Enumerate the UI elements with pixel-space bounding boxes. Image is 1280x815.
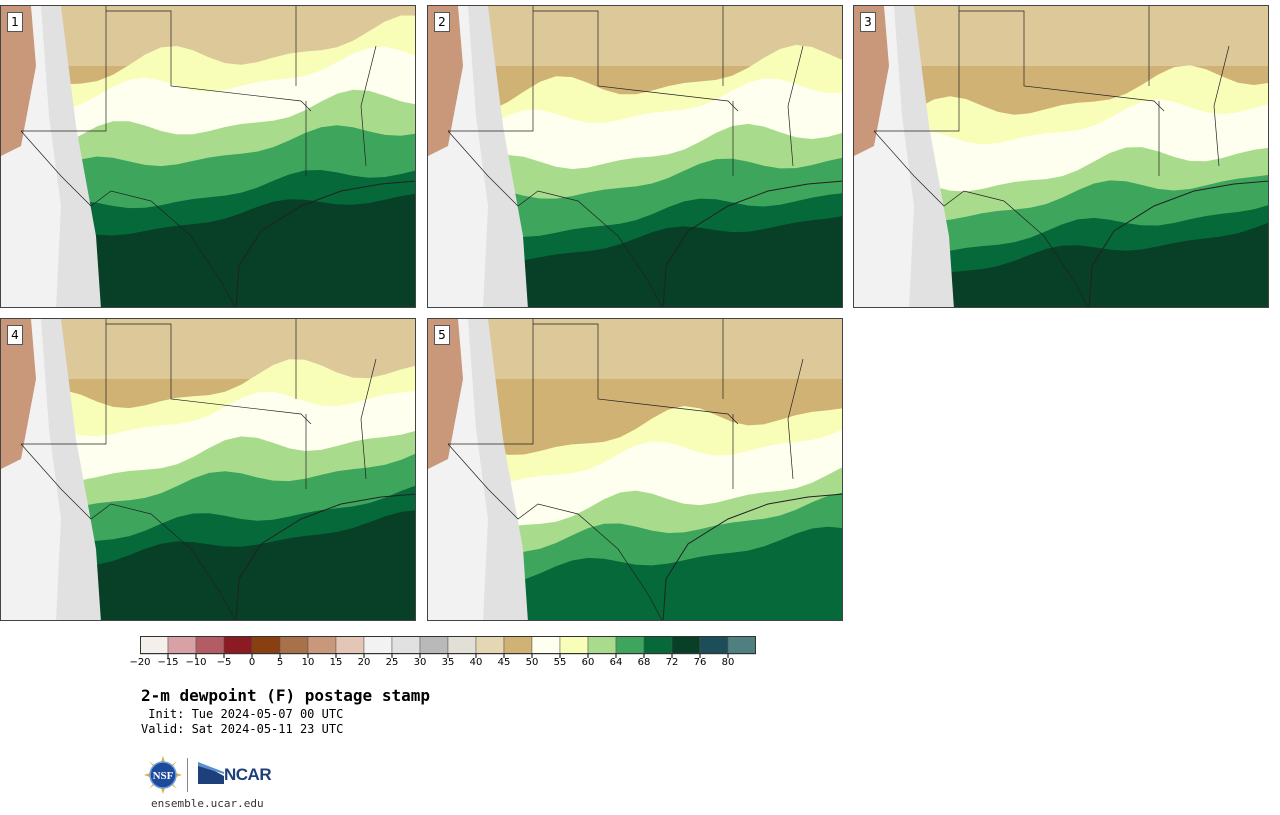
colorbar-swatch bbox=[363, 636, 393, 655]
panel-label-1: 1 bbox=[7, 12, 23, 32]
colorbar-swatch bbox=[419, 636, 449, 655]
colorbar-tick-label: 20 bbox=[357, 657, 371, 668]
map-west-brown bbox=[428, 6, 463, 156]
colorbar-tick-label: 5 bbox=[276, 657, 284, 668]
map-panel-3: 3 bbox=[853, 5, 1269, 308]
ncar-logo-text: NCAR bbox=[224, 765, 272, 784]
colorbar-tick-label: 76 bbox=[693, 657, 707, 668]
colorbar-tick-label: −20 bbox=[129, 657, 151, 668]
colorbar-swatch bbox=[559, 636, 589, 655]
colorbar-swatch bbox=[475, 636, 505, 655]
map-outlines bbox=[20, 319, 415, 620]
colorbar-swatch bbox=[615, 636, 645, 655]
colorbar-swatch bbox=[643, 636, 673, 655]
panel-label-2: 2 bbox=[434, 12, 450, 32]
dewpoint-map-5 bbox=[428, 319, 842, 620]
colorbar-swatch bbox=[279, 636, 309, 655]
colorbar-frame bbox=[140, 636, 756, 654]
colorbar-swatch bbox=[167, 636, 197, 655]
colorbar-tick-label: −5 bbox=[216, 657, 232, 668]
map-west-brown bbox=[1, 6, 36, 156]
colorbar-tick-label: 35 bbox=[441, 657, 455, 668]
colorbar-swatch bbox=[140, 636, 169, 655]
map-panel-5: 5 bbox=[427, 318, 843, 621]
colorbar-swatch bbox=[727, 636, 756, 655]
site-url: ensemble.ucar.edu bbox=[151, 797, 264, 810]
dewpoint-map-1 bbox=[1, 6, 415, 307]
colorbar-tick-label: 25 bbox=[385, 657, 399, 668]
panel-label-4: 4 bbox=[7, 325, 23, 345]
valid-time: Valid: Sat 2024-05-11 23 UTC bbox=[141, 722, 344, 736]
colorbar-tick-label: −15 bbox=[157, 657, 179, 668]
nsf-logo-text: NSF bbox=[153, 770, 174, 782]
colorbar-tick-label: 60 bbox=[581, 657, 595, 668]
logo-divider bbox=[187, 758, 188, 792]
colorbar-swatch bbox=[587, 636, 617, 655]
colorbar-tick-label: 10 bbox=[301, 657, 315, 668]
map-north-band bbox=[1, 319, 415, 379]
colorbar-tick-label: 40 bbox=[469, 657, 483, 668]
chart-title: 2-m dewpoint (F) postage stamp bbox=[141, 686, 430, 705]
map-outlines bbox=[20, 6, 415, 307]
colorbar-tick-label: 80 bbox=[721, 657, 735, 668]
map-panel-4: 4 bbox=[0, 318, 416, 621]
colorbar-swatch bbox=[699, 636, 729, 655]
colorbar-swatch bbox=[671, 636, 701, 655]
colorbar-tick-label: 72 bbox=[665, 657, 679, 668]
colorbar-tick-label: 30 bbox=[413, 657, 427, 668]
nsf-logo-icon: NSF bbox=[144, 756, 182, 794]
colorbar-swatch bbox=[335, 636, 365, 655]
colorbar-tick-label: 68 bbox=[637, 657, 651, 668]
colorbar-swatch bbox=[307, 636, 337, 655]
init-time: Init: Tue 2024-05-07 00 UTC bbox=[141, 707, 344, 721]
moisture-band-72 bbox=[1, 193, 415, 307]
colorbar-swatch bbox=[223, 636, 253, 655]
colorbar-tick-label: −10 bbox=[185, 657, 207, 668]
colorbar-tick-label: 0 bbox=[248, 657, 256, 668]
dewpoint-map-4 bbox=[1, 319, 415, 620]
colorbar-swatch bbox=[391, 636, 421, 655]
map-outlines bbox=[447, 6, 842, 307]
ncar-logo-icon bbox=[198, 762, 224, 784]
moisture-band-72 bbox=[854, 222, 1268, 307]
colorbar-swatch bbox=[503, 636, 533, 655]
colorbar-swatch bbox=[531, 636, 561, 655]
colorbar-tick-label: 64 bbox=[609, 657, 623, 668]
map-panel-2: 2 bbox=[427, 5, 843, 308]
colorbar-tick-label: 50 bbox=[525, 657, 539, 668]
colorbar-swatch bbox=[195, 636, 225, 655]
map-outlines bbox=[447, 319, 842, 620]
moisture-band-68 bbox=[428, 526, 842, 620]
moisture-band-72 bbox=[1, 510, 415, 620]
map-north-band bbox=[428, 319, 842, 379]
map-north-band bbox=[854, 6, 1268, 66]
map-west-brown bbox=[428, 319, 463, 469]
colorbar-tick-label: 45 bbox=[497, 657, 511, 668]
colorbar-tick-label: 15 bbox=[329, 657, 343, 668]
colorbar-swatch bbox=[447, 636, 477, 655]
map-panel-1: 1 bbox=[0, 5, 416, 308]
panel-label-5: 5 bbox=[434, 325, 450, 345]
logo-row: NSF NCAR bbox=[144, 756, 284, 794]
colorbar-tick-labels: −20 −15 −10 −5 0 5 10 15 20 25 30 35 40 45 50 55 60 64 68 7… bbox=[120, 657, 780, 673]
dewpoint-map-3 bbox=[854, 6, 1268, 307]
map-west-brown bbox=[854, 6, 889, 156]
panel-label-3: 3 bbox=[860, 12, 876, 32]
colorbar-tick-label: 55 bbox=[553, 657, 567, 668]
colorbar-swatch bbox=[251, 636, 281, 655]
map-outlines bbox=[873, 6, 1268, 307]
dewpoint-map-2 bbox=[428, 6, 842, 307]
map-west-brown bbox=[1, 319, 36, 469]
colorbar bbox=[140, 636, 756, 658]
